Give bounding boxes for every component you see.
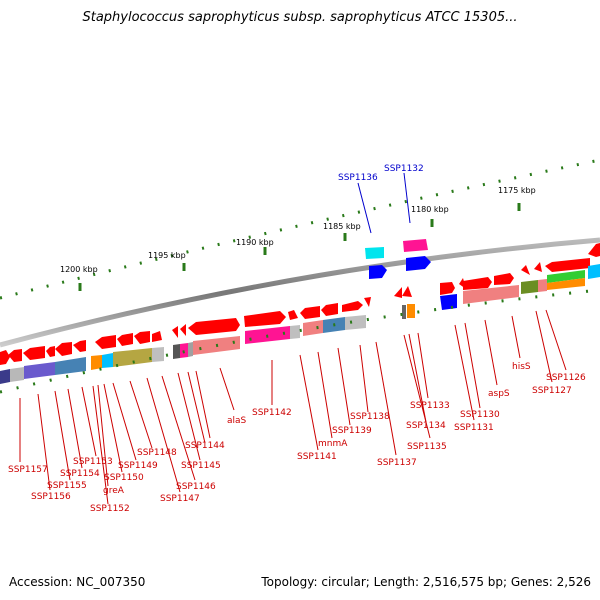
gene-label-ssp1131: SSP1131 <box>454 423 494 433</box>
gene-label-ssp1133: SSP1133 <box>410 401 450 411</box>
gene-label-ssp1137: SSP1137 <box>377 458 417 468</box>
gene-label-ssp1145: SSP1145 <box>181 461 221 471</box>
function-bars <box>0 264 600 384</box>
scale-ring <box>0 158 600 300</box>
scale-label-1180: 1180 kbp <box>411 205 449 214</box>
scale-major-ticks <box>78 203 521 291</box>
gene-ssp1132-blue <box>406 256 431 271</box>
gene-label-ssp1156: SSP1156 <box>31 492 71 502</box>
scale-label-1195: 1195 kbp <box>148 251 186 260</box>
gene-label-ssp1155: SSP1155 <box>47 481 87 491</box>
gene-label-ssp1144: SSP1144 <box>185 441 225 451</box>
scale-labels: 1200 kbp 1195 kbp 1190 kbp 1185 kbp 1180… <box>60 186 536 274</box>
gene-ssp1136-cyan <box>365 247 384 259</box>
gene-label-ssp1154: SSP1154 <box>60 469 100 479</box>
gene-label-alas: alaS <box>227 416 247 426</box>
scale-label-1185: 1185 kbp <box>323 222 361 231</box>
scale-label-1175: 1175 kbp <box>498 186 536 195</box>
gene-label-ssp1139: SSP1139 <box>332 426 372 436</box>
gene-label-hiss: hisS <box>512 362 531 372</box>
gene-label-ssp1149: SSP1149 <box>118 461 158 471</box>
accession-text: Accession: NC_007350 <box>9 575 146 589</box>
leader-lines-blue <box>357 172 411 234</box>
map-title: Staphylococcus saprophyticus subsp. sapr… <box>82 10 518 25</box>
gene-label-ssp1127: SSP1127 <box>532 386 572 396</box>
backbone-arc <box>0 237 600 348</box>
gene-label-ssp1141: SSP1141 <box>297 452 337 462</box>
gene-label-ssp1136: SSP1136 <box>338 173 378 183</box>
scale-label-1190: 1190 kbp <box>236 238 274 247</box>
gene-label-ssp1126: SSP1126 <box>546 373 586 383</box>
summary-text: Topology: circular; Length: 2,516,575 bp… <box>261 575 591 589</box>
upper-genes <box>365 239 431 279</box>
gene-label-ssp1150: SSP1150 <box>104 473 144 483</box>
gene-label-ssp1142: SSP1142 <box>252 408 292 418</box>
leader-lines <box>19 309 567 505</box>
gene-label-ssp1134: SSP1134 <box>406 421 446 431</box>
gene-ssp1132-pink <box>403 239 428 252</box>
gene-label-mnma: mnmA <box>318 439 348 449</box>
gene-label-ssp1147: SSP1147 <box>160 494 200 504</box>
scale-label-1200: 1200 kbp <box>60 265 98 274</box>
gene-label-ssp1152: SSP1152 <box>90 504 130 514</box>
gene-label-ssp1135: SSP1135 <box>407 442 447 452</box>
gene-label-grea: greA <box>103 486 125 496</box>
gene-label-ssp1157: SSP1157 <box>8 465 48 475</box>
inner-scale-ring <box>0 288 600 394</box>
gene-ssp1136-blue <box>369 265 387 279</box>
gene-label-ssp1138: SSP1138 <box>350 412 390 422</box>
gene-label-ssp1132: SSP1132 <box>384 164 424 174</box>
gene-label-ssp1146: SSP1146 <box>176 482 216 492</box>
small-genes <box>402 304 415 319</box>
gene-label-ssp1130: SSP1130 <box>460 410 500 420</box>
gene-label-ssp1153: SSP1153 <box>73 457 113 467</box>
gene-label-ssp1148: SSP1148 <box>137 448 177 458</box>
gene-label-asps: aspS <box>488 389 510 399</box>
forward-genes <box>0 243 600 365</box>
gene-labels: SSP1136 SSP1132 SSP1157 SSP1156 SSP1155 … <box>8 164 586 514</box>
